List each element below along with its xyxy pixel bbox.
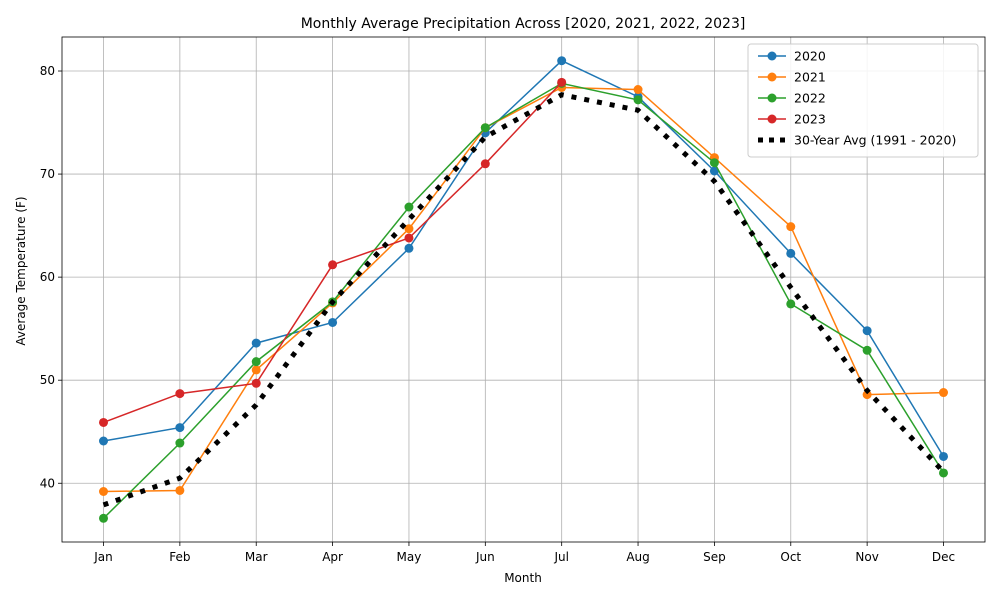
legend-label: 30-Year Avg (1991 - 2020) — [794, 133, 956, 148]
data-point — [404, 243, 414, 253]
data-point — [99, 487, 108, 496]
data-point — [404, 233, 414, 243]
legend-marker — [767, 93, 777, 103]
legend-item: 2021 — [758, 70, 826, 85]
data-point — [99, 417, 108, 427]
x-tick-label: Apr — [322, 550, 343, 564]
legend: 2020 2021 2022 2023 30-Year Avg (1991 - 2020… — [747, 43, 979, 158]
data-point — [557, 56, 567, 66]
data-point — [939, 468, 948, 478]
data-point — [557, 77, 567, 87]
chart-title: Monthly Average Precipitation Across [20… — [301, 16, 746, 32]
data-point — [328, 260, 338, 270]
data-point — [251, 338, 261, 348]
legend-box — [747, 43, 979, 158]
data-point — [404, 224, 414, 234]
legend-marker — [767, 51, 777, 61]
legend-marker — [767, 114, 777, 124]
x-tick-label: Mar — [245, 550, 268, 564]
series-line — [103, 86, 944, 493]
legend-item: 2023 — [758, 112, 826, 127]
data-point — [480, 123, 490, 133]
data-point — [709, 166, 719, 176]
data-point — [404, 202, 414, 212]
series-30-year-avg-1991-2020 — [102, 92, 946, 508]
x-tick-label: Sep — [703, 550, 726, 564]
y-axis-label: Average Temperature (F) — [14, 196, 28, 345]
x-tick-label: Jul — [553, 550, 568, 564]
x-axis-label: Month — [504, 571, 542, 585]
data-point — [251, 378, 261, 388]
series-2020 — [99, 56, 948, 461]
data-point — [328, 317, 338, 327]
legend-marker — [767, 72, 777, 82]
legend-label: 2023 — [794, 112, 826, 127]
y-tick-label: 70 — [40, 167, 55, 181]
data-point — [862, 345, 872, 355]
series-2023 — [99, 77, 567, 427]
series-lines — [99, 56, 948, 523]
legend-item: 2020 — [758, 49, 826, 64]
data-point — [633, 85, 643, 95]
legend-item: 2022 — [758, 91, 826, 106]
x-tick-label: Nov — [855, 550, 878, 564]
x-tick-label: Dec — [932, 550, 955, 564]
data-point — [862, 390, 872, 400]
data-point — [175, 438, 185, 448]
data-point — [99, 513, 108, 523]
data-point — [939, 388, 948, 398]
x-tick-label: Aug — [626, 550, 649, 564]
data-point — [251, 365, 261, 375]
data-point — [939, 451, 948, 461]
legend-label: 2020 — [794, 49, 826, 64]
y-tick-label: 60 — [40, 270, 55, 284]
series-line — [103, 59, 945, 457]
axes: Jan Feb Mar Apr May Jun Jul Aug Sep Oct Nov Dec 40 50… — [40, 36, 986, 564]
y-tick-label: 40 — [40, 476, 55, 490]
data-point — [862, 326, 872, 336]
legend-item: 30-Year Avg (1991 - 2020) — [758, 133, 956, 148]
legend-label: 2022 — [794, 91, 826, 106]
data-point — [709, 158, 719, 168]
x-tick-label: May — [397, 550, 422, 564]
data-point — [786, 248, 796, 258]
series-line — [102, 82, 945, 519]
legend-label: 2021 — [794, 70, 826, 85]
data-point — [786, 222, 796, 232]
series-line — [102, 92, 946, 508]
data-point — [175, 389, 185, 399]
data-point — [633, 95, 643, 105]
data-point — [175, 485, 185, 495]
data-point — [99, 436, 108, 446]
x-tick-label: Jun — [475, 550, 495, 564]
y-tick-label: 50 — [40, 373, 55, 387]
y-tick-label: 80 — [40, 64, 55, 78]
x-tick-label: Oct — [780, 550, 801, 564]
data-point — [786, 299, 796, 309]
data-point — [175, 423, 185, 433]
x-tick-label: Jan — [93, 550, 113, 564]
plot-frame — [61, 36, 986, 543]
x-tick-label: Feb — [169, 550, 190, 564]
data-point — [480, 159, 490, 169]
data-point — [251, 357, 261, 367]
